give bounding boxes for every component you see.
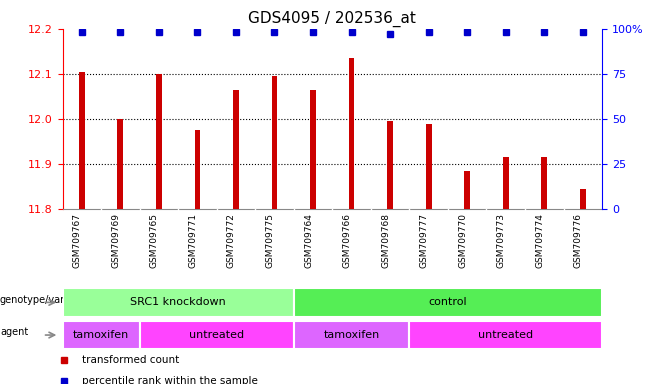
Text: GSM709768: GSM709768 bbox=[381, 213, 390, 268]
Text: GSM709773: GSM709773 bbox=[497, 213, 506, 268]
Text: GSM709774: GSM709774 bbox=[535, 213, 544, 268]
Bar bbox=[79, 72, 85, 209]
Text: GSM709775: GSM709775 bbox=[265, 213, 274, 268]
Bar bbox=[117, 119, 123, 209]
Text: untreated: untreated bbox=[189, 330, 244, 340]
Text: tamoxifen: tamoxifen bbox=[324, 330, 380, 340]
Bar bbox=[503, 157, 509, 209]
Text: transformed count: transformed count bbox=[82, 354, 179, 364]
Bar bbox=[63, 288, 293, 317]
Bar bbox=[580, 189, 586, 209]
Text: percentile rank within the sample: percentile rank within the sample bbox=[82, 376, 257, 384]
Text: agent: agent bbox=[0, 327, 28, 337]
Text: tamoxifen: tamoxifen bbox=[73, 330, 129, 340]
Text: untreated: untreated bbox=[478, 330, 533, 340]
Text: GSM709764: GSM709764 bbox=[304, 213, 313, 268]
Bar bbox=[63, 321, 139, 349]
Text: GSM709766: GSM709766 bbox=[343, 213, 351, 268]
Bar bbox=[293, 288, 602, 317]
Text: GSM709765: GSM709765 bbox=[150, 213, 159, 268]
Text: SRC1 knockdown: SRC1 knockdown bbox=[130, 297, 226, 308]
Bar bbox=[233, 90, 239, 209]
Bar bbox=[465, 171, 470, 209]
Bar bbox=[409, 321, 602, 349]
Bar bbox=[349, 58, 355, 209]
Text: GSM709769: GSM709769 bbox=[111, 213, 120, 268]
Bar bbox=[293, 321, 409, 349]
Bar bbox=[195, 130, 200, 209]
Bar bbox=[426, 124, 432, 209]
Bar bbox=[156, 74, 162, 209]
Text: GSM709777: GSM709777 bbox=[420, 213, 428, 268]
Bar bbox=[272, 76, 278, 209]
Bar bbox=[542, 157, 547, 209]
Text: GSM709767: GSM709767 bbox=[73, 213, 82, 268]
Text: control: control bbox=[428, 297, 467, 308]
Bar bbox=[387, 121, 393, 209]
Text: GSM709771: GSM709771 bbox=[188, 213, 197, 268]
Bar bbox=[139, 321, 293, 349]
Text: genotype/variation: genotype/variation bbox=[0, 295, 93, 305]
Text: GSM709770: GSM709770 bbox=[458, 213, 467, 268]
Text: GSM709772: GSM709772 bbox=[227, 213, 236, 268]
Text: GSM709776: GSM709776 bbox=[574, 213, 583, 268]
Title: GDS4095 / 202536_at: GDS4095 / 202536_at bbox=[248, 11, 417, 27]
Bar bbox=[310, 90, 316, 209]
